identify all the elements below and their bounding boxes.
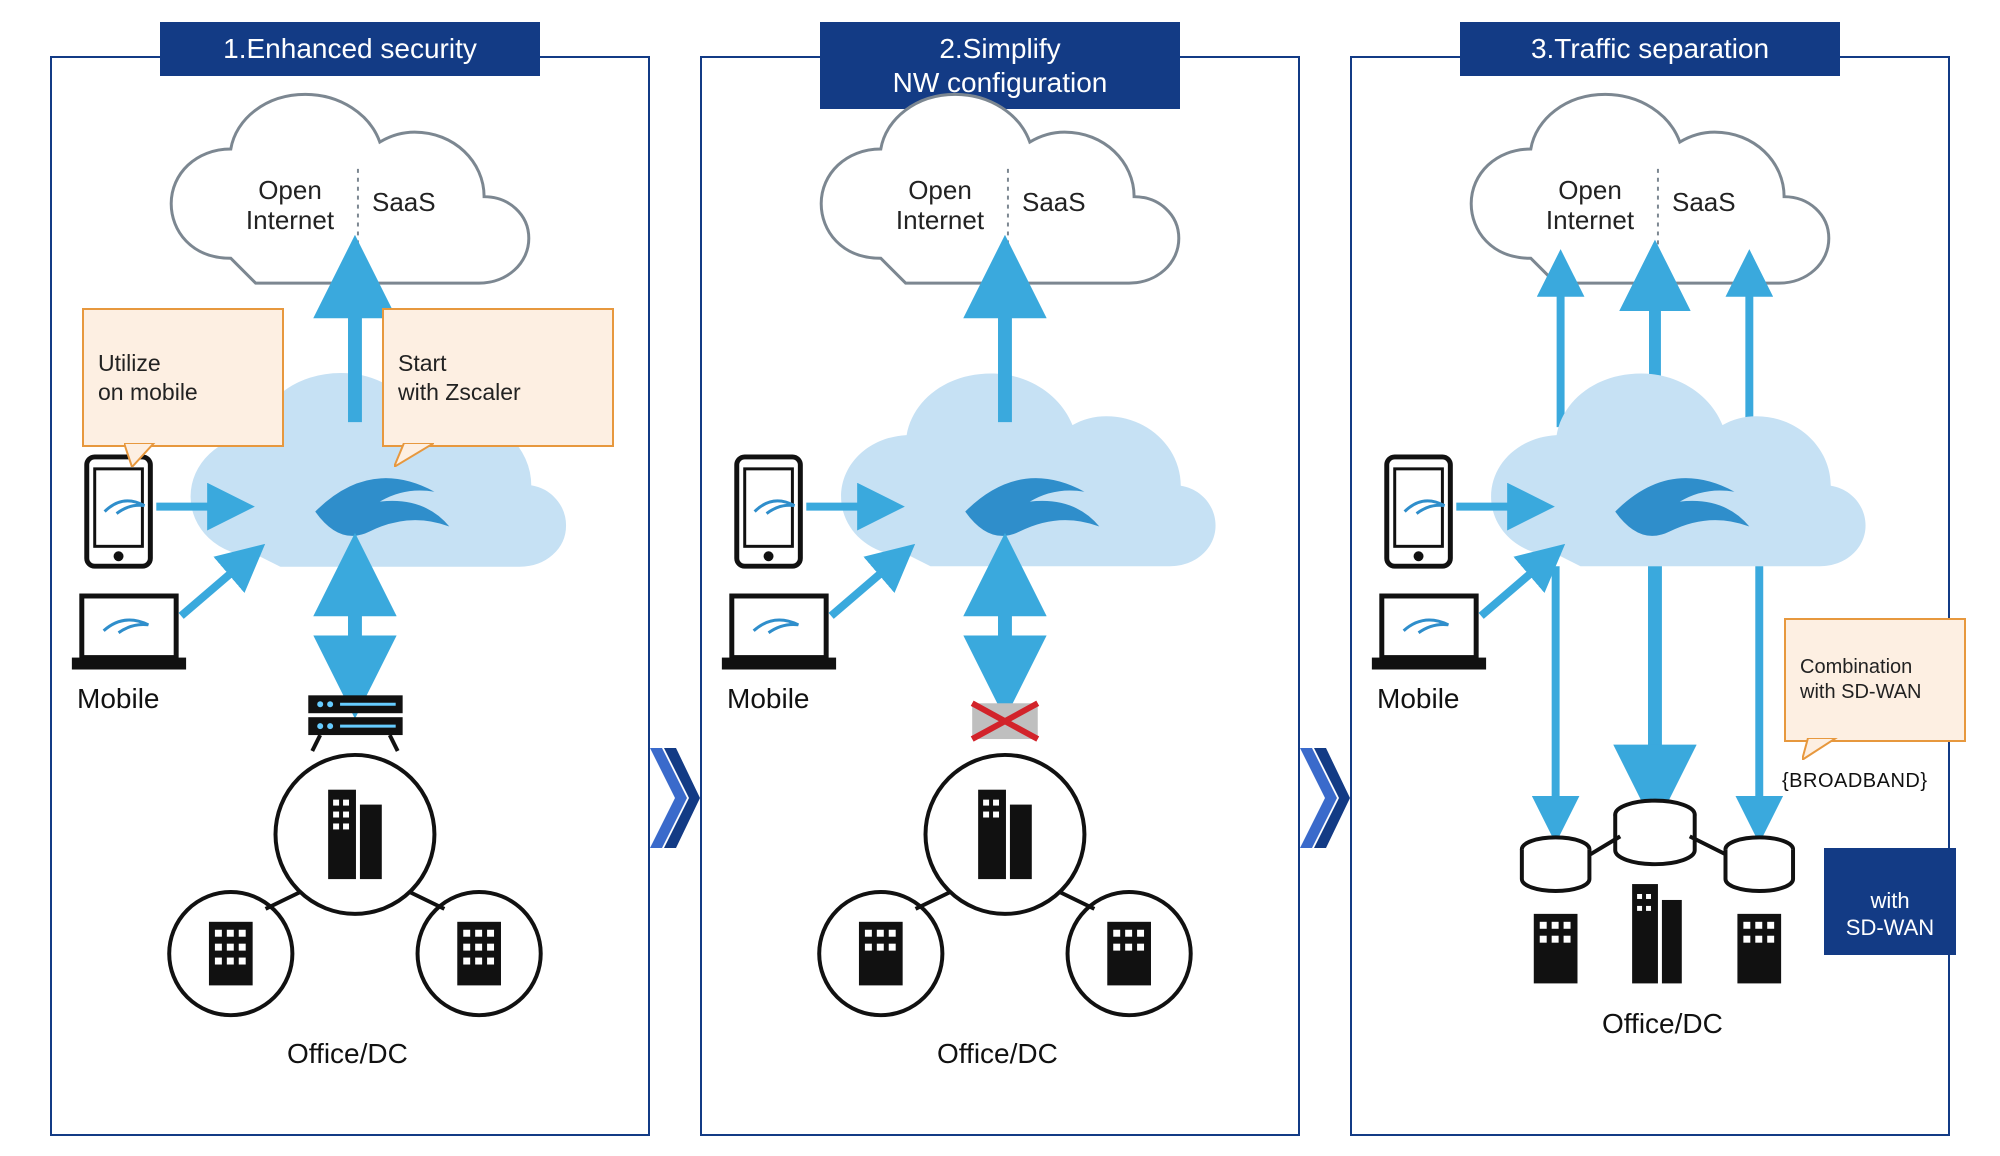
office-link-left [916, 892, 951, 909]
laptop-icon [1372, 596, 1486, 670]
cloud-right-label: SaaS [372, 188, 436, 218]
top-cloud-icon [821, 94, 1179, 283]
sdwan-node-right-icon [1725, 837, 1793, 891]
firewall-icon [308, 695, 402, 751]
phone-icon [1387, 457, 1451, 566]
office-link-left [266, 892, 301, 909]
zscaler-cloud-icon [841, 373, 1215, 566]
callout-sdwan-text: Combination with SD-WAN [1800, 656, 1921, 703]
panel-1-diagram: Open Internet SaaS Utilize on mobile Sta… [52, 58, 648, 1134]
panel-1: 1.Enhanced security [50, 56, 650, 1136]
office-label: Office/DC [937, 1038, 1058, 1070]
panel-3-svg [1352, 58, 1948, 1134]
cloud-left-label: Open Internet [880, 176, 1000, 236]
building-left-icon [1534, 914, 1578, 984]
sdwan-node-center-icon [1615, 801, 1694, 865]
office-label: Office/DC [1602, 1008, 1723, 1040]
sdwan-box: with SD-WAN [1824, 848, 1956, 955]
panel-1-wrap: 1.Enhanced security [50, 20, 700, 1136]
cloud-right-label: SaaS [1672, 188, 1736, 218]
panel-2-diagram: Open Internet SaaS Mobile Office/DC [702, 58, 1298, 1134]
top-cloud-icon [171, 94, 529, 283]
phone-icon [737, 457, 801, 566]
panel-1-svg [52, 58, 648, 1134]
arrow-laptop-icon [1481, 556, 1551, 616]
firewall-removed-icon [972, 703, 1038, 739]
panel-3: 3.Traffic separation [1350, 56, 1950, 1136]
callout-mobile-text: Utilize on mobile [98, 350, 198, 405]
broadband-label: {BROADBAND} [1782, 770, 1928, 793]
office-label: Office/DC [287, 1038, 408, 1070]
building-right-icon [457, 922, 501, 986]
office-link-right [1060, 892, 1095, 909]
building-right-icon [1737, 914, 1781, 984]
panel-2: 2.Simplify NW configuration [700, 56, 1300, 1136]
panel-3-wrap: 3.Traffic separation [1350, 20, 1950, 1136]
phone-icon [87, 457, 151, 566]
sdwan-box-text: with SD-WAN [1846, 888, 1934, 939]
building-left-icon [859, 922, 903, 986]
panel-2-wrap: 2.Simplify NW configuration [700, 20, 1350, 1136]
top-cloud-icon [1471, 94, 1829, 283]
panel-2-svg [702, 58, 1298, 1134]
callout-sdwan: Combination with SD-WAN [1784, 618, 1966, 742]
arrow-laptop-icon [831, 556, 901, 616]
callout-zscaler: Start with Zscaler [382, 308, 614, 447]
chevron-sep-2 [1300, 743, 1350, 853]
building-left-icon [209, 922, 253, 986]
mobile-label: Mobile [727, 683, 809, 715]
sdwan-node-left-icon [1522, 837, 1590, 891]
building-center-icon [1632, 884, 1682, 983]
cloud-left-label: Open Internet [230, 176, 350, 236]
mobile-label: Mobile [77, 683, 159, 715]
arrow-laptop-icon [181, 556, 251, 616]
office-link-right [410, 892, 445, 909]
panel-3-diagram: Open Internet SaaS Mobile Office/DC Comb… [1352, 58, 1948, 1134]
laptop-icon [72, 596, 186, 670]
cloud-left-label: Open Internet [1530, 176, 1650, 236]
zscaler-cloud-icon [1491, 373, 1865, 566]
laptop-icon [722, 596, 836, 670]
mobile-label: Mobile [1377, 683, 1459, 715]
cloud-right-label: SaaS [1022, 188, 1086, 218]
diagram-stage: 1.Enhanced security [20, 20, 1980, 1136]
callout-zscaler-text: Start with Zscaler [398, 350, 521, 405]
callout-mobile: Utilize on mobile [82, 308, 284, 447]
chevron-sep-1 [650, 743, 700, 853]
building-right-icon [1107, 922, 1151, 986]
